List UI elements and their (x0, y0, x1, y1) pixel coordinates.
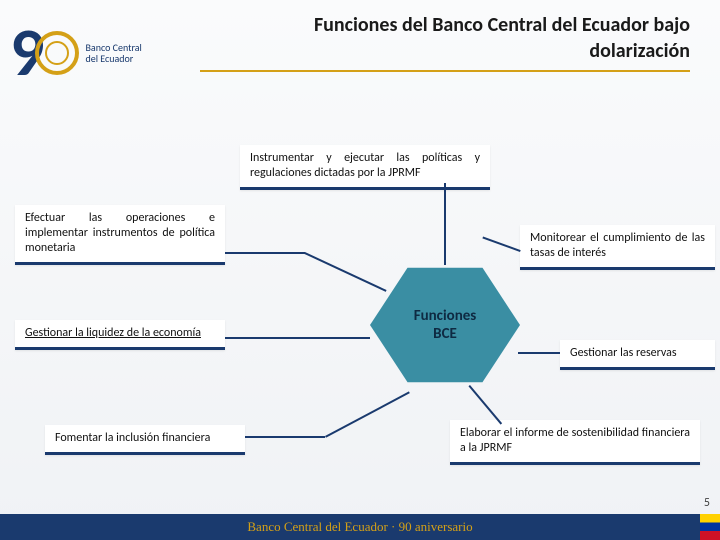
box-left1: Efectuar las operaciones e implementar i… (15, 205, 225, 265)
footer-text: Banco Central del Ecuador · 90 aniversar… (247, 519, 472, 535)
box-right1: Monitorear el cumplimiento de las tasas … (520, 225, 715, 270)
connector-right1-d (482, 236, 520, 252)
logo: 9 Banco Central del Ecuador (10, 5, 190, 100)
connector-right3-d (468, 385, 502, 425)
center-label-line1: Funciones (414, 307, 477, 325)
footer-bar: Banco Central del Ecuador · 90 aniversar… (0, 514, 720, 540)
connector-left1-d (304, 252, 386, 292)
page-title: Funciones del Banco Central del Ecuador … (250, 12, 690, 64)
title-underline (200, 70, 690, 72)
box-left3: Fomentar la inclusión financiera (45, 425, 245, 455)
logo-zero-icon (35, 31, 79, 75)
connector-left2 (225, 337, 370, 339)
page-number: 5 (704, 496, 710, 510)
box-right3: Elaborar el informe de sostenibilidad fi… (450, 420, 700, 465)
logo-brand-line2: del Ecuador (85, 53, 141, 64)
connector-left3-h (245, 436, 325, 438)
connector-left1-h (225, 252, 305, 254)
center-label: Funciones BCE (414, 307, 477, 343)
box-top: Instrumentar y ejecutar las políticas y … (240, 145, 490, 190)
ecuador-flag-icon (700, 514, 720, 540)
center-shape: Funciones BCE (370, 260, 520, 390)
logo-brand-text: Banco Central del Ecuador (85, 42, 141, 64)
box-right2: Gestionar las reservas (560, 340, 715, 370)
slide: 9 Banco Central del Ecuador Funciones de… (0, 0, 720, 540)
logo-brand-line1: Banco Central (85, 42, 141, 53)
center-label-line2: BCE (414, 325, 477, 343)
connector-left3-d (325, 391, 410, 437)
connector-top (444, 183, 446, 265)
connector-right2 (518, 352, 560, 354)
box-left2: Gestionar la liquidez de la economía (15, 320, 225, 350)
